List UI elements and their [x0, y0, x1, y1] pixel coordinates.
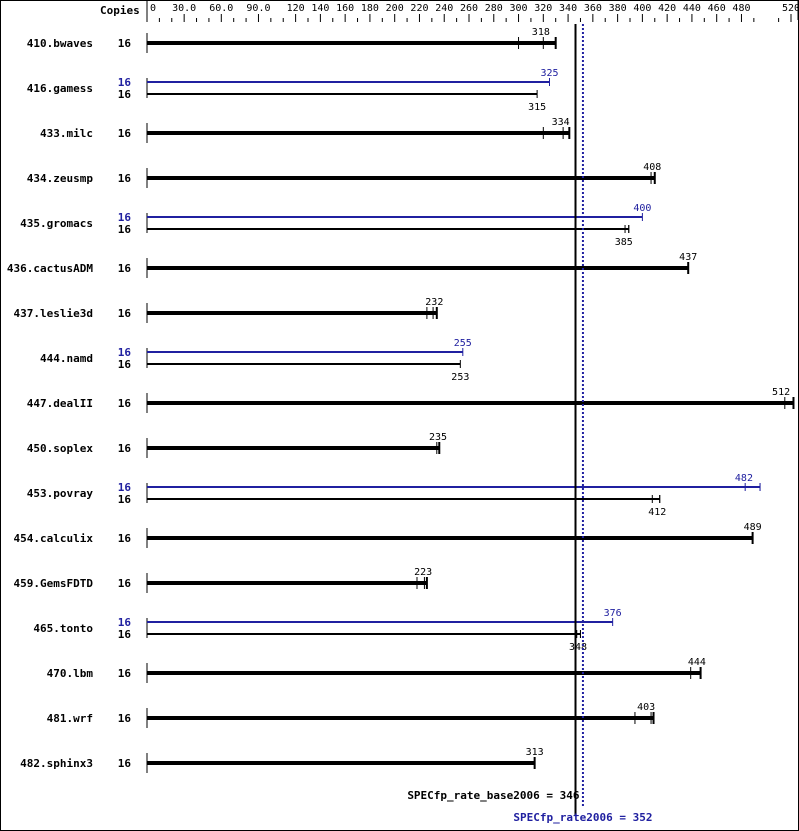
- x-tick-label: 140: [311, 3, 329, 14]
- base-copies: 16: [118, 37, 132, 50]
- peak-copies: 16: [118, 616, 132, 629]
- base-value-label: 412: [648, 507, 666, 518]
- base-metric-label: SPECfp_rate_base2006 = 346: [407, 789, 580, 802]
- x-tick-label: 480: [732, 3, 750, 14]
- peak-value-label: 376: [604, 608, 622, 619]
- x-tick-label: 30.0: [172, 3, 196, 14]
- benchmark-label: 482.sphinx3: [20, 757, 93, 770]
- base-value-label: 489: [744, 522, 762, 533]
- base-value-label: 313: [526, 747, 544, 758]
- base-copies: 16: [118, 577, 132, 590]
- benchmark-label: 444.namd: [40, 352, 93, 365]
- x-tick-label: 340: [559, 3, 577, 14]
- peak-copies: 16: [118, 211, 132, 224]
- benchmark-label: 447.dealII: [27, 397, 93, 410]
- base-value-label: 512: [772, 387, 790, 398]
- x-tick-label: 280: [485, 3, 503, 14]
- peak-copies: 16: [118, 481, 132, 494]
- base-copies: 16: [118, 397, 132, 410]
- benchmark-label: 459.GemsFDTD: [14, 577, 94, 590]
- x-tick-label: 180: [361, 3, 379, 14]
- base-copies: 16: [118, 262, 132, 275]
- x-tick-label: 120: [287, 3, 305, 14]
- benchmark-label: 416.gamess: [27, 82, 93, 95]
- base-copies: 16: [118, 757, 132, 770]
- base-value-label: 408: [643, 162, 661, 173]
- base-copies: 16: [118, 307, 132, 320]
- peak-metric-label: SPECfp_rate2006 = 352: [513, 811, 652, 824]
- x-tick-label: 90.0: [246, 3, 270, 14]
- x-tick-label: 460: [708, 3, 726, 14]
- peak-value-label: 400: [633, 203, 651, 214]
- benchmark-label: 433.milc: [40, 127, 93, 140]
- x-tick-label: 360: [584, 3, 602, 14]
- base-copies: 16: [118, 532, 132, 545]
- benchmark-label: 450.soplex: [27, 442, 94, 455]
- base-copies: 16: [118, 667, 132, 680]
- base-value-label: 235: [429, 432, 447, 443]
- base-copies: 16: [118, 358, 132, 371]
- benchmark-label: 437.leslie3d: [14, 307, 93, 320]
- base-value-label: 334: [552, 117, 570, 128]
- base-copies: 16: [118, 223, 132, 236]
- benchmark-label: 454.calculix: [14, 532, 94, 545]
- x-tick-label: 200: [386, 3, 404, 14]
- benchmark-label: 470.lbm: [47, 667, 94, 680]
- base-value-label: 385: [615, 237, 633, 248]
- benchmark-label: 410.bwaves: [27, 37, 93, 50]
- peak-value-label: 482: [735, 473, 753, 484]
- base-copies: 16: [118, 628, 132, 641]
- x-tick-label: 300: [510, 3, 528, 14]
- peak-value-label: 255: [454, 338, 472, 349]
- peak-copies: 16: [118, 346, 132, 359]
- x-tick-label: 420: [658, 3, 676, 14]
- benchmark-label: 481.wrf: [47, 712, 93, 725]
- x-tick-label: 60.0: [209, 3, 233, 14]
- benchmark-label: 453.povray: [27, 487, 94, 500]
- base-value-label: 318: [532, 27, 550, 38]
- benchmark-label: 436.cactusADM: [7, 262, 93, 275]
- x-tick-label: 320: [534, 3, 552, 14]
- x-tick-label: 240: [435, 3, 453, 14]
- x-tick-label: 440: [683, 3, 701, 14]
- base-value-label: 232: [425, 297, 443, 308]
- x-tick-label: 260: [460, 3, 478, 14]
- base-copies: 16: [118, 442, 132, 455]
- x-tick-label: 520: [782, 3, 799, 14]
- x-tick-label: 380: [609, 3, 627, 14]
- benchmark-label: 465.tonto: [33, 622, 93, 635]
- copies-header: Copies: [100, 4, 140, 17]
- base-value-label: 348: [569, 642, 587, 653]
- base-copies: 16: [118, 172, 132, 185]
- base-value-label: 315: [528, 102, 546, 113]
- base-value-label: 444: [688, 657, 706, 668]
- benchmark-label: 435.gromacs: [20, 217, 93, 230]
- base-value-label: 253: [451, 372, 469, 383]
- benchmark-label: 434.zeusmp: [27, 172, 94, 185]
- peak-copies: 16: [118, 76, 132, 89]
- base-copies: 16: [118, 88, 132, 101]
- base-copies: 16: [118, 712, 132, 725]
- base-value-label: 223: [414, 567, 432, 578]
- x-tick-label: 400: [633, 3, 651, 14]
- base-copies: 16: [118, 493, 132, 506]
- x-tick-label: 160: [336, 3, 354, 14]
- peak-value-label: 325: [540, 68, 558, 79]
- x-tick-label: 220: [410, 3, 428, 14]
- x-tick-label: 0: [150, 3, 156, 14]
- base-value-label: 403: [637, 702, 655, 713]
- base-value-label: 437: [679, 252, 697, 263]
- base-copies: 16: [118, 127, 132, 140]
